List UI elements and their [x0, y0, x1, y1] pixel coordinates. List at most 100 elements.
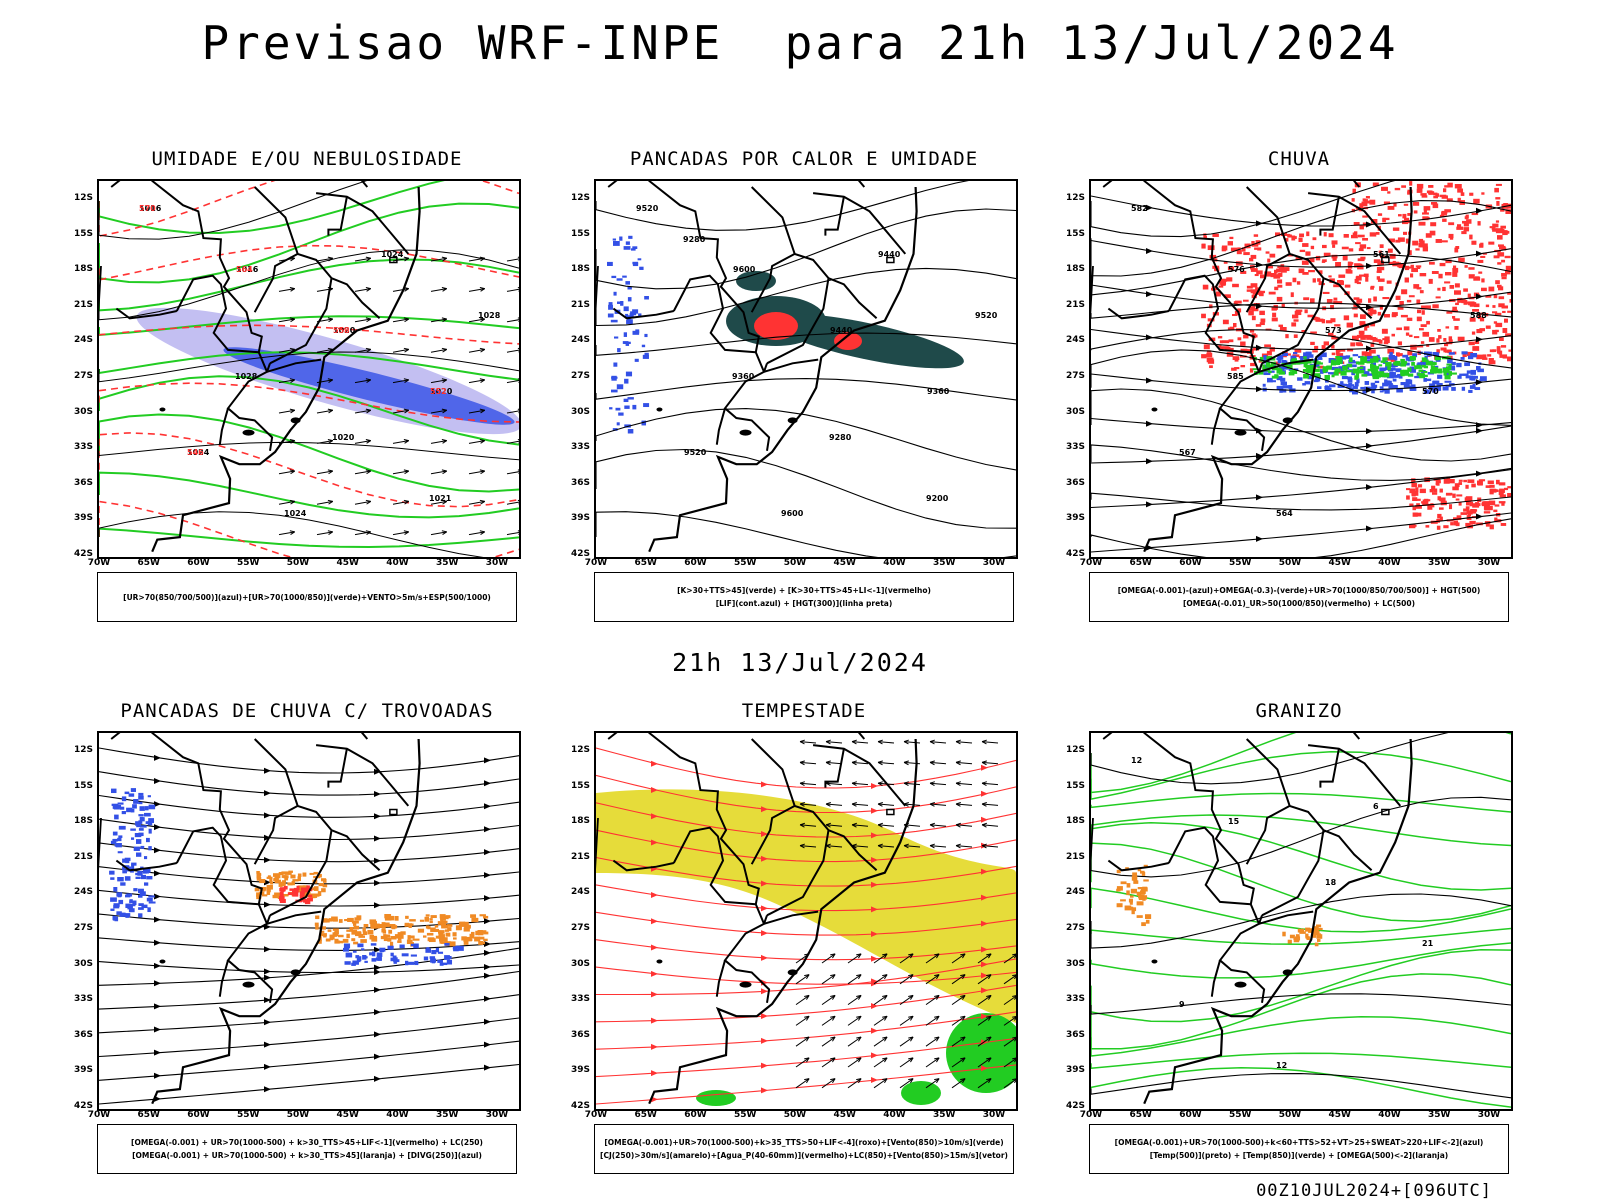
x-tick-label: 55W — [730, 558, 760, 568]
panel-title: TEMPESTADE — [569, 700, 1039, 722]
y-tick-label: 36S — [564, 1030, 590, 1040]
panel-title: CHUVA — [1064, 148, 1534, 170]
contour-label: 9200 — [926, 494, 949, 503]
contour-label: 9360 — [927, 387, 950, 396]
y-tick-label: 12S — [67, 745, 93, 755]
y-tick-label: 27S — [564, 923, 590, 933]
x-tick-label: 35W — [1424, 1110, 1454, 1120]
x-tick-label: 70W — [1076, 558, 1106, 568]
x-tick-label: 35W — [929, 558, 959, 568]
x-tick-label: 45W — [333, 558, 363, 568]
y-tick-label: 21S — [67, 300, 93, 310]
contour-label: 9520 — [684, 448, 707, 457]
contour-label: 9600 — [733, 265, 756, 274]
y-tick-label: 36S — [564, 478, 590, 488]
x-tick-label: 65W — [631, 558, 661, 568]
x-tick-label: 65W — [134, 558, 164, 568]
y-tick-label: 33S — [67, 994, 93, 1004]
y-tick-label: 36S — [67, 478, 93, 488]
y-tick-label: 27S — [1059, 371, 1085, 381]
contour-label: 1024 — [381, 250, 404, 259]
contour-label: 15 — [1228, 817, 1240, 826]
x-tick-label: 30W — [979, 558, 1009, 568]
contour-label: 1028 — [478, 311, 501, 320]
map-graphic: 9520960094409360952096009440952093609280… — [596, 181, 1016, 557]
x-tick-label: 45W — [1325, 1110, 1355, 1120]
legend-line: [OMEGA(-0.001) + UR>70(1000-500) + k>30_… — [98, 1136, 516, 1149]
contour-label: 9280 — [829, 433, 852, 442]
contour-label: 567 — [1179, 448, 1196, 457]
y-tick-label: 33S — [1059, 442, 1085, 452]
x-tick-label: 50W — [1275, 1110, 1305, 1120]
contour-label: 570 — [1422, 387, 1439, 396]
y-tick-label: 30S — [564, 959, 590, 969]
y-tick-label: 30S — [1059, 407, 1085, 417]
x-tick-label: 60W — [1176, 1110, 1206, 1120]
contour-label: 570 — [139, 204, 156, 213]
legend-box: [OMEGA(-0.001)+UR>70(1000-500)+k>35_TTS>… — [594, 1124, 1014, 1174]
panel-title: UMIDADE E/OU NEBULOSIDADE — [72, 148, 542, 170]
contour-label: 552 — [430, 387, 447, 396]
x-tick-label: 40W — [1375, 1110, 1405, 1120]
y-tick-label: 33S — [67, 442, 93, 452]
y-tick-label: 15S — [67, 781, 93, 791]
contour-label: 573 — [1325, 326, 1342, 335]
x-tick-label: 30W — [1474, 1110, 1504, 1120]
x-tick-label: 30W — [979, 1110, 1009, 1120]
map-graphic — [99, 733, 519, 1109]
x-tick-label: 65W — [134, 1110, 164, 1120]
x-tick-label: 60W — [681, 558, 711, 568]
y-tick-label: 24S — [564, 335, 590, 345]
y-tick-label: 27S — [564, 371, 590, 381]
contour-label: 582 — [1131, 204, 1148, 213]
x-tick-label: 35W — [432, 558, 462, 568]
contour-label: 1020 — [332, 433, 355, 442]
x-tick-label: 35W — [929, 1110, 959, 1120]
contour-label: 9 — [1179, 1000, 1185, 1009]
y-tick-label: 30S — [1059, 959, 1085, 969]
contour-label: 1024 — [284, 509, 307, 518]
x-tick-label: 60W — [184, 1110, 214, 1120]
y-tick-label: 39S — [1059, 513, 1085, 523]
contour-label: 585 — [1227, 372, 1244, 381]
y-tick-label: 12S — [67, 193, 93, 203]
x-tick-label: 30W — [482, 558, 512, 568]
y-tick-label: 36S — [67, 1030, 93, 1040]
contour-label: 9520 — [975, 311, 998, 320]
legend-line: [OMEGA(-0.001)+UR>70(1000-500)+k>35_TTS>… — [595, 1136, 1013, 1149]
legend-line: [LIF](cont.azul) + [HGT(300)](linha pret… — [595, 597, 1013, 610]
y-tick-label: 39S — [67, 1065, 93, 1075]
x-tick-label: 40W — [880, 558, 910, 568]
contour-label: 588 — [1470, 311, 1487, 320]
contour-label: 18 — [1325, 878, 1337, 887]
x-tick-label: 50W — [780, 558, 810, 568]
y-tick-label: 27S — [67, 371, 93, 381]
x-tick-label: 35W — [432, 1110, 462, 1120]
footer-run-info: 00Z10JUL2024+[096UTC] — [1256, 1181, 1492, 1201]
y-tick-label: 39S — [564, 513, 590, 523]
contour-label: 546 — [187, 448, 204, 457]
x-tick-label: 65W — [1126, 558, 1156, 568]
x-tick-label: 30W — [1474, 558, 1504, 568]
x-tick-label: 70W — [1076, 1110, 1106, 1120]
legend-box: [OMEGA(-0.001)+UR>70(1000-500)+k<60+TTS>… — [1089, 1124, 1509, 1174]
y-tick-label: 18S — [564, 264, 590, 274]
x-tick-label: 65W — [1126, 1110, 1156, 1120]
y-tick-label: 21S — [1059, 852, 1085, 862]
legend-line: [OMEGA(-0.001) + UR>70(1000-500) + k>30_… — [98, 1149, 516, 1162]
x-tick-label: 40W — [383, 558, 413, 568]
contour-label: 9440 — [878, 250, 901, 259]
x-tick-label: 45W — [1325, 558, 1355, 568]
y-tick-label: 27S — [67, 923, 93, 933]
x-tick-label: 45W — [333, 1110, 363, 1120]
legend-line: [OMEGA(-0.01)_UR>50(1000/850)(vermelho) … — [1090, 597, 1508, 610]
legend-line: [OMEGA(-0.001)+UR>70(1000-500)+k<60+TTS>… — [1090, 1136, 1508, 1149]
y-tick-label: 24S — [1059, 335, 1085, 345]
legend-box: [OMEGA(-0.001) + UR>70(1000-500) + k>30_… — [97, 1124, 517, 1174]
contour-label: 1028 — [235, 372, 258, 381]
y-tick-label: 18S — [1059, 264, 1085, 274]
